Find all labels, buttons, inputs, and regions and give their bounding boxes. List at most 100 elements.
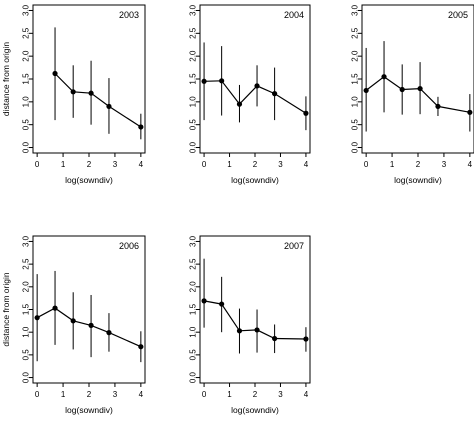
x-tick-label: 4 [139, 390, 144, 399]
y-tick-label: 2.0 [22, 281, 31, 293]
data-point [138, 124, 144, 130]
panel-2007: 0 1 2 3 4 0.0 0.5 1.0 1.5 2.0 2.5 3.0 2007 log(sowndi… [189, 235, 311, 415]
data-point [363, 87, 369, 94]
data-point [201, 298, 207, 304]
panel-2006: 0 1 2 3 4 0.0 0.5 1.0 1.5 2.0 2.5 3.0 2006 log(sowndi… [1, 235, 146, 415]
y-tick-label: 3.0 [22, 235, 31, 247]
y-tick-label: 1.5 [189, 73, 198, 85]
data-point [88, 90, 94, 96]
x-tick-label: 2 [416, 160, 421, 169]
y-tick-label: 1.5 [22, 303, 31, 315]
x-axis-title: log(sowndiv) [65, 405, 113, 415]
x-tick-label: 4 [139, 160, 144, 169]
y-tick-label: 2.0 [351, 50, 360, 62]
x-tick-label: 2 [87, 390, 92, 399]
x-tick-label: 0 [35, 160, 40, 169]
y-tick-label: 1.5 [189, 303, 198, 315]
data-point [70, 89, 76, 95]
x-tick-label: 1 [227, 390, 232, 399]
y-tick-label: 0.0 [22, 371, 31, 383]
y-tick-label: 0.5 [351, 119, 360, 131]
x-tick-label: 0 [35, 390, 40, 399]
series-line [204, 80, 307, 114]
y-tick-label: 2.0 [189, 281, 198, 293]
data-point [254, 83, 260, 89]
x-tick-label: 2 [253, 160, 258, 169]
panel-year-label: 2005 [448, 10, 468, 20]
y-tick-label: 3.0 [22, 4, 31, 16]
data-point [201, 78, 207, 84]
y-tick-label: 2.5 [22, 27, 31, 39]
y-tick-label: 2.5 [351, 27, 360, 39]
x-tick-label: 1 [61, 160, 66, 169]
x-tick-label: 0 [202, 390, 207, 399]
data-point [106, 103, 112, 110]
plot-frame [32, 4, 146, 154]
y-tick-label: 2.5 [189, 258, 198, 270]
data-point [138, 344, 144, 350]
panel-year-label: 2003 [119, 10, 139, 20]
y-tick-label: 2.5 [189, 27, 198, 39]
x-tick-label: 3 [113, 160, 118, 169]
data-point [303, 110, 309, 116]
y-tick-label: 2.0 [22, 50, 31, 62]
y-tick-label: 0.0 [22, 141, 31, 153]
data-point [254, 327, 260, 333]
x-tick-label: 4 [468, 160, 473, 169]
plot-frame [361, 4, 474, 154]
x-tick-label: 2 [87, 160, 92, 169]
series-line [54, 73, 142, 128]
panel-2004: 0 1 2 3 4 0.0 0.5 1.0 1.5 2.0 2.5 3.0 2004 log(sowndi… [189, 4, 311, 185]
panel-2005: 0 1 2 3 4 0.0 0.5 1.0 1.5 2.0 2.5 3.0 2005 log(sowndi… [351, 4, 474, 185]
data-point [381, 74, 387, 80]
y-tick-label: 0.5 [189, 119, 198, 131]
y-tick-label: 0.5 [22, 119, 31, 131]
y-tick-label: 1.5 [351, 73, 360, 85]
data-point [70, 318, 76, 324]
data-point [236, 328, 243, 334]
y-tick-label: 0.5 [189, 349, 198, 361]
x-tick-label: 3 [278, 160, 283, 169]
x-tick-label: 4 [304, 160, 309, 169]
x-tick-label: 1 [227, 160, 232, 169]
y-tick-label: 0.0 [189, 371, 198, 383]
y-tick-label: 1.0 [22, 326, 31, 338]
x-tick-label: 0 [202, 160, 207, 169]
data-point [106, 330, 112, 336]
y-tick-label: 3.0 [351, 4, 360, 16]
y-axis-title: distance from origin [1, 272, 11, 346]
panel-year-label: 2004 [284, 10, 304, 20]
x-tick-label: 4 [304, 390, 309, 399]
data-point [417, 85, 423, 92]
y-tick-label: 1.0 [189, 326, 198, 338]
x-axis-title: log(sowndiv) [394, 175, 442, 185]
data-point [303, 336, 309, 342]
x-tick-label: 2 [253, 390, 258, 399]
y-tick-label: 0.0 [351, 141, 360, 153]
data-point [219, 78, 225, 84]
x-axis-title: log(sowndiv) [231, 175, 279, 185]
y-tick-label: 1.0 [189, 96, 198, 108]
plot-frame [32, 235, 146, 384]
data-point [272, 335, 278, 342]
x-tick-label: 3 [442, 160, 447, 169]
y-axis-title: distance from origin [1, 42, 11, 116]
data-point [34, 315, 40, 321]
panel-year-label: 2007 [284, 241, 304, 251]
series-line [36, 307, 142, 348]
data-point [272, 91, 278, 97]
data-point [236, 101, 243, 107]
y-tick-label: 2.5 [22, 258, 31, 270]
y-tick-label: 1.0 [22, 96, 31, 108]
y-tick-label: 2.0 [189, 50, 198, 62]
panel-2003: 0 1 2 3 4 0.0 0.5 1.0 1.5 2.0 2.5 3.0 2003 log(sowndi… [1, 4, 146, 185]
x-tick-label: 3 [278, 390, 283, 399]
plot-frame [199, 235, 311, 384]
y-tick-label: 3.0 [189, 4, 198, 16]
series-line [203, 300, 306, 340]
x-axis-title: log(sowndiv) [231, 405, 279, 415]
data-point [219, 301, 225, 307]
data-point [52, 70, 58, 77]
y-tick-label: 0.5 [22, 349, 31, 361]
panel-year-label: 2006 [119, 241, 139, 251]
